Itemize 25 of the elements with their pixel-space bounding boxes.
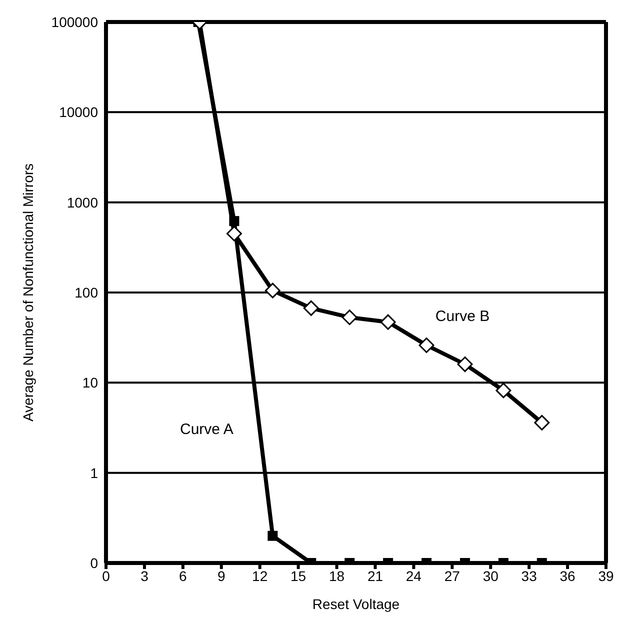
x-tick-label: 36 bbox=[560, 568, 576, 584]
series-label: Curve A bbox=[180, 420, 234, 438]
y-axis-title: Average Number of Nonfunctional Mirrors bbox=[20, 163, 36, 422]
y-tick-label: 0 bbox=[90, 554, 98, 571]
series-label: Curve B bbox=[435, 308, 490, 326]
x-tick-label: 39 bbox=[598, 568, 614, 584]
x-tick-label: 21 bbox=[367, 568, 384, 584]
y-tick-label: 10000 bbox=[59, 104, 98, 120]
y-tick-label: 100000 bbox=[51, 14, 98, 30]
x-tick-label: 0 bbox=[102, 568, 110, 584]
y-tick-label: 1000 bbox=[66, 194, 98, 210]
x-axis-title: Reset Voltage bbox=[312, 596, 400, 612]
x-tick-label: 6 bbox=[179, 568, 188, 584]
y-tick-label: 1 bbox=[90, 464, 98, 481]
x-tick-label: 9 bbox=[217, 568, 226, 584]
x-tick-label: 30 bbox=[482, 568, 499, 584]
x-tick-label: 18 bbox=[328, 568, 345, 584]
x-tick-label: 3 bbox=[140, 568, 149, 584]
y-tick-label: 100 bbox=[74, 284, 98, 300]
x-tick-label: 12 bbox=[252, 568, 268, 584]
x-tick-label: 33 bbox=[521, 568, 538, 584]
x-tick-label: 27 bbox=[444, 568, 460, 584]
x-tick-label: 24 bbox=[406, 568, 422, 584]
x-tick-label: 15 bbox=[290, 568, 306, 584]
y-tick-label: 10 bbox=[82, 374, 98, 391]
